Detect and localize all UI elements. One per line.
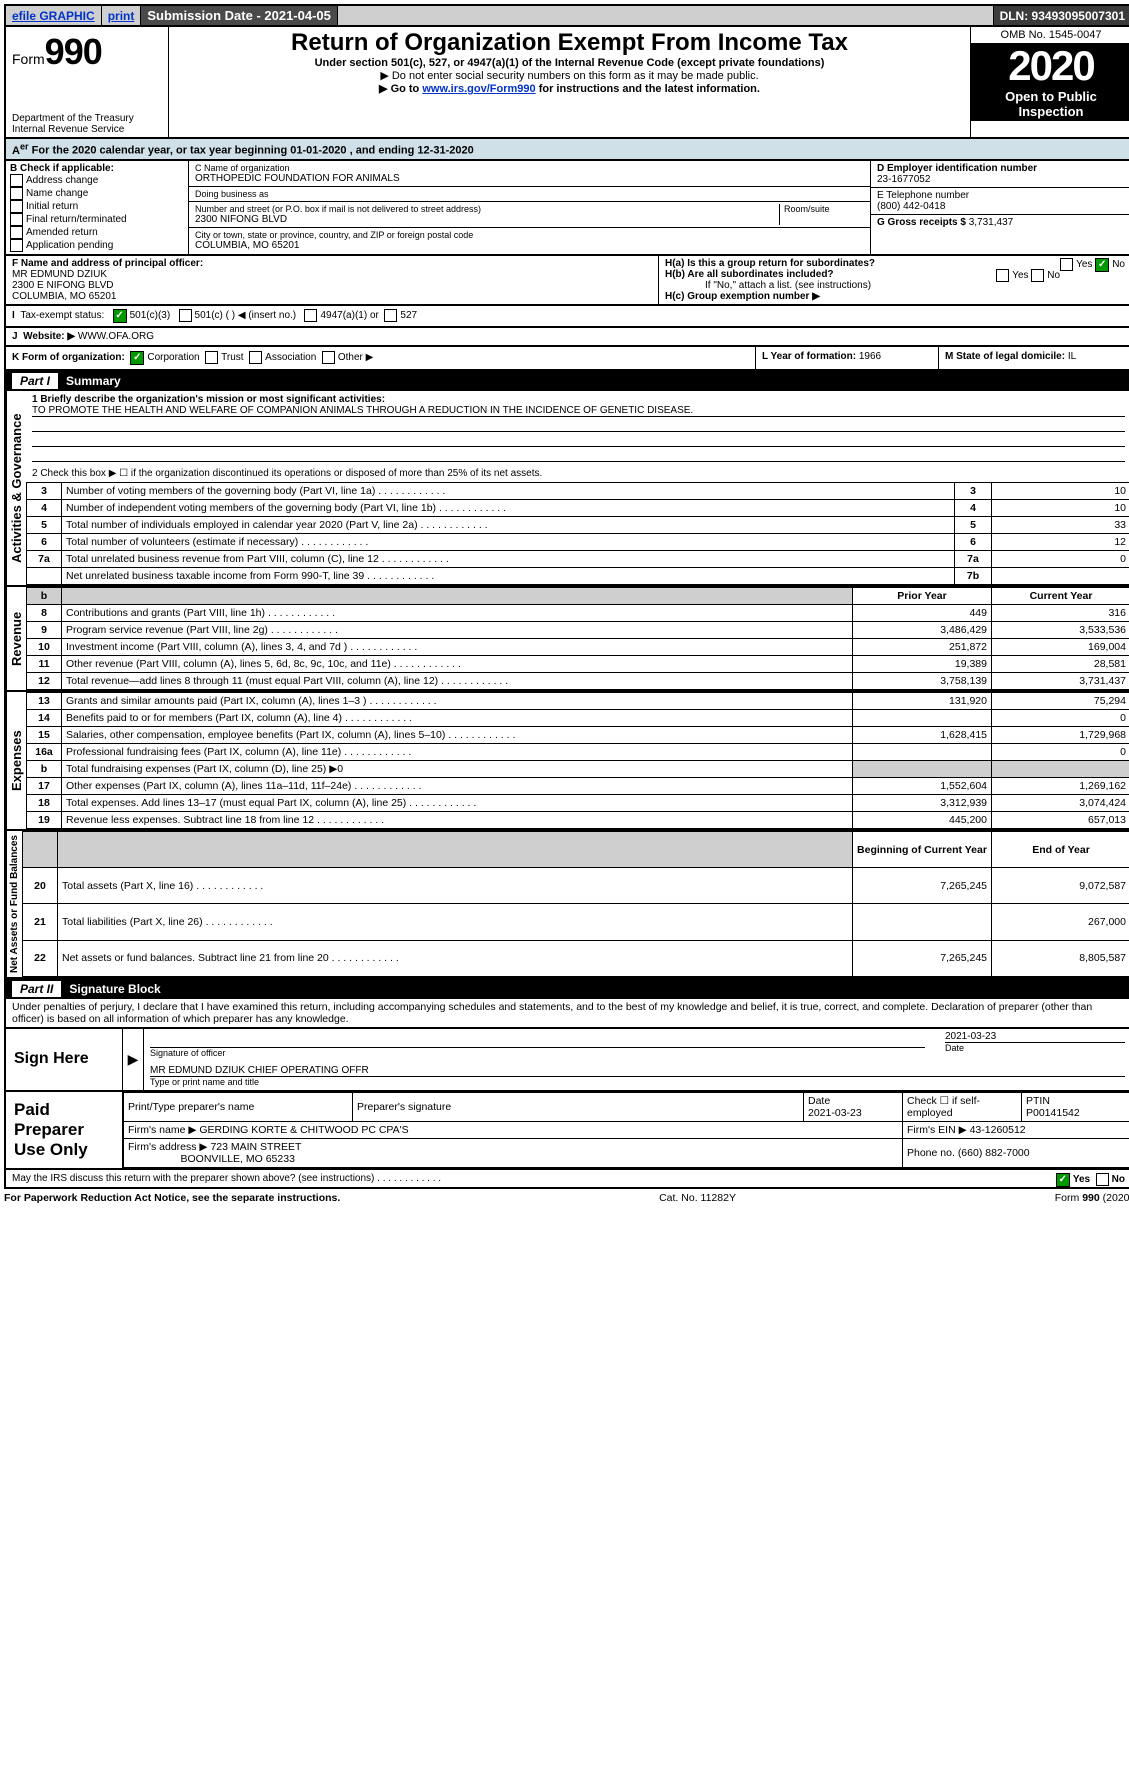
table-row: 9Program service revenue (Part VIII, lin…: [27, 621, 1129, 638]
irs-label: Internal Revenue Service: [12, 124, 162, 135]
irs-link[interactable]: www.irs.gov/Form990: [422, 83, 535, 95]
phone-value: (800) 442-0418: [877, 201, 1125, 212]
table-row: 22Net assets or fund balances. Subtract …: [23, 940, 1129, 976]
table-row: 11Other revenue (Part VIII, column (A), …: [27, 655, 1129, 672]
entity-box: B Check if applicable: Address change Na…: [4, 161, 1129, 256]
col-b: B Check if applicable: Address change Na…: [6, 161, 189, 254]
side-expenses: Expenses: [6, 692, 26, 829]
goto-pre: ▶ Go to: [379, 83, 422, 95]
firm-name: GERDING KORTE & CHITWOOD PC CPA'S: [199, 1124, 408, 1136]
table-row: 13Grants and similar amounts paid (Part …: [27, 692, 1129, 709]
part1-header: Part I Summary: [4, 371, 1129, 391]
form-title: Return of Organization Exempt From Incom…: [175, 29, 964, 57]
table-netassets: Beginning of Current YearEnd of Year20To…: [22, 831, 1129, 977]
org-name: ORTHOPEDIC FOUNDATION FOR ANIMALS: [195, 173, 864, 184]
table-row: 20Total assets (Part X, line 16)7,265,24…: [23, 868, 1129, 904]
table-row: 7aTotal unrelated business revenue from …: [27, 550, 1129, 567]
city-state-zip: COLUMBIA, MO 65201: [195, 240, 864, 251]
paid-preparer-block: Paid Preparer Use Only Print/Type prepar…: [4, 1092, 1129, 1170]
efile-link[interactable]: efile GRAPHIC: [12, 9, 95, 23]
table-governance: 3Number of voting members of the governi…: [26, 482, 1129, 585]
table-row: 8Contributions and grants (Part VIII, li…: [27, 604, 1129, 621]
print-link[interactable]: print: [108, 9, 135, 23]
officer-addr2: COLUMBIA, MO 65201: [12, 291, 652, 302]
preparer-date: 2021-03-23: [808, 1107, 862, 1119]
sign-here-block: Sign Here ▶ Signature of officer 2021-03…: [4, 1029, 1129, 1092]
table-row: 21Total liabilities (Part X, line 26)267…: [23, 904, 1129, 940]
table-row: Net unrelated business taxable income fr…: [27, 567, 1129, 584]
firm-ein: 43-1260512: [970, 1124, 1026, 1136]
table-expenses: 13Grants and similar amounts paid (Part …: [26, 692, 1129, 829]
sign-date: 2021-03-23: [945, 1031, 1125, 1043]
submission-date: Submission Date - 2021-04-05: [141, 6, 338, 25]
part2-header: Part II Signature Block: [4, 979, 1129, 999]
year-formation: 1966: [859, 351, 881, 362]
side-revenue: Revenue: [6, 587, 26, 690]
form-subtitle: Under section 501(c), 527, or 4947(a)(1)…: [175, 57, 964, 69]
perjury-text: Under penalties of perjury, I declare th…: [4, 999, 1129, 1029]
table-row: 4Number of independent voting members of…: [27, 499, 1129, 516]
mission-text: TO PROMOTE THE HEALTH AND WELFARE OF COM…: [32, 405, 1125, 417]
table-row: 6Total number of volunteers (estimate if…: [27, 533, 1129, 550]
table-row: 19Revenue less expenses. Subtract line 1…: [27, 811, 1129, 828]
line-2: 2 Check this box ▶ ☐ if the organization…: [26, 465, 1129, 482]
website-value: WWW.OFA.ORG: [78, 331, 154, 342]
firm-addr1: 723 MAIN STREET: [210, 1141, 301, 1153]
row-i: I Tax-exempt status: ✓501(c)(3) 501(c) (…: [4, 306, 1129, 328]
ptin-value: P00141542: [1026, 1107, 1080, 1119]
state-domicile: IL: [1068, 351, 1076, 362]
table-row: 15Salaries, other compensation, employee…: [27, 726, 1129, 743]
row-a-taxyear: Aer For the 2020 calendar year, or tax y…: [4, 139, 1129, 161]
table-row: 3Number of voting members of the governi…: [27, 482, 1129, 499]
col-c: C Name of organization ORTHOPEDIC FOUNDA…: [189, 161, 871, 254]
tax-year: 2020: [1008, 42, 1093, 89]
table-row: 17Other expenses (Part IX, column (A), l…: [27, 777, 1129, 794]
open-public-1: Open to Public: [1005, 89, 1097, 104]
table-revenue: bPrior YearCurrent Year8Contributions an…: [26, 587, 1129, 690]
officer-printed: MR EDMUND DZIUK CHIEF OPERATING OFFR: [150, 1065, 1125, 1077]
table-row: bTotal fundraising expenses (Part IX, co…: [27, 760, 1129, 777]
gross-receipts: 3,731,437: [969, 217, 1014, 228]
goto-post: for instructions and the latest informat…: [539, 83, 760, 95]
form-header: Form990 Department of the Treasury Inter…: [4, 27, 1129, 139]
dept-treasury: Department of the Treasury: [12, 113, 162, 124]
table-row: 12Total revenue—add lines 8 through 11 (…: [27, 672, 1129, 689]
side-netassets: Net Assets or Fund Balances: [6, 831, 22, 977]
part1-body: Activities & Governance 1 Briefly descri…: [4, 391, 1129, 587]
firm-addr2: BOONVILLE, MO 65233: [181, 1153, 295, 1165]
table-row: 14Benefits paid to or for members (Part …: [27, 709, 1129, 726]
side-governance: Activities & Governance: [6, 391, 26, 585]
toolbar-spacer: [338, 6, 994, 25]
officer-name: MR EDMUND DZIUK: [12, 269, 652, 280]
row-j: J Website: ▶ WWW.OFA.ORG: [4, 328, 1129, 347]
page-footer: For Paperwork Reduction Act Notice, see …: [4, 1189, 1129, 1207]
form-number: 990: [45, 31, 102, 72]
col-d: D Employer identification number 23-1677…: [871, 161, 1129, 254]
table-row: 5Total number of individuals employed in…: [27, 516, 1129, 533]
officer-addr1: 2300 E NIFONG BLVD: [12, 280, 652, 291]
arrow-icon: ▶: [128, 1051, 139, 1068]
open-public-2: Inspection: [1018, 104, 1083, 119]
ein-value: 23-1677052: [877, 174, 1125, 185]
dln-label: DLN: 93493095007301: [994, 6, 1129, 25]
row-klm: K Form of organization: ✓Corporation Tru…: [4, 347, 1129, 371]
ssn-note: ▶ Do not enter social security numbers o…: [175, 69, 964, 82]
street-address: 2300 NIFONG BLVD: [195, 214, 779, 225]
table-row: 16aProfessional fundraising fees (Part I…: [27, 743, 1129, 760]
firm-phone: (660) 882-7000: [958, 1147, 1030, 1159]
discuss-row: May the IRS discuss this return with the…: [4, 1170, 1129, 1189]
table-row: 10Investment income (Part VIII, column (…: [27, 638, 1129, 655]
top-toolbar: efile GRAPHIC print Submission Date - 20…: [4, 4, 1129, 27]
table-row: 18Total expenses. Add lines 13–17 (must …: [27, 794, 1129, 811]
row-f-h: F Name and address of principal officer:…: [4, 256, 1129, 306]
form-word: Form: [12, 51, 45, 67]
